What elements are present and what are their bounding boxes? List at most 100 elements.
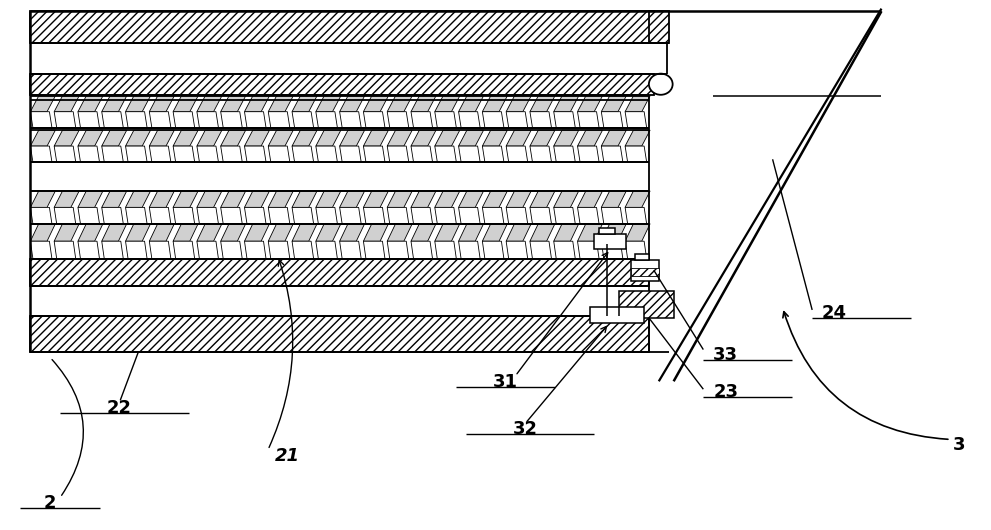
Polygon shape — [316, 130, 341, 146]
Polygon shape — [292, 146, 313, 162]
Polygon shape — [625, 191, 650, 207]
Polygon shape — [435, 130, 460, 146]
Polygon shape — [292, 96, 317, 112]
Polygon shape — [387, 207, 408, 224]
Polygon shape — [78, 224, 103, 241]
Bar — [31, 224, 649, 259]
Polygon shape — [506, 130, 531, 146]
Polygon shape — [150, 224, 174, 241]
Polygon shape — [459, 191, 484, 207]
Polygon shape — [102, 130, 127, 146]
Polygon shape — [411, 224, 436, 241]
Polygon shape — [316, 191, 341, 207]
Polygon shape — [269, 146, 289, 162]
Bar — [31, 286, 649, 316]
Polygon shape — [530, 224, 555, 241]
Polygon shape — [292, 224, 317, 241]
Polygon shape — [126, 224, 151, 241]
Polygon shape — [459, 241, 480, 259]
Polygon shape — [602, 224, 626, 241]
Polygon shape — [269, 130, 293, 146]
Polygon shape — [435, 224, 460, 241]
Polygon shape — [269, 241, 289, 259]
Polygon shape — [364, 191, 388, 207]
Polygon shape — [364, 207, 385, 224]
Polygon shape — [364, 112, 385, 128]
Bar — [31, 74, 654, 95]
Bar — [31, 191, 649, 224]
Polygon shape — [340, 146, 361, 162]
Polygon shape — [245, 224, 270, 241]
Polygon shape — [173, 207, 194, 224]
Polygon shape — [245, 241, 266, 259]
Polygon shape — [340, 112, 361, 128]
Polygon shape — [150, 191, 174, 207]
Polygon shape — [387, 191, 412, 207]
Polygon shape — [364, 146, 385, 162]
Polygon shape — [530, 112, 551, 128]
Polygon shape — [197, 207, 218, 224]
Polygon shape — [530, 146, 551, 162]
Polygon shape — [506, 146, 527, 162]
Polygon shape — [506, 241, 527, 259]
Polygon shape — [78, 130, 103, 146]
Polygon shape — [292, 241, 313, 259]
Polygon shape — [55, 191, 79, 207]
Bar — [31, 130, 649, 162]
Polygon shape — [316, 112, 337, 128]
Polygon shape — [55, 130, 79, 146]
Polygon shape — [554, 241, 575, 259]
Polygon shape — [506, 96, 531, 112]
Polygon shape — [411, 241, 432, 259]
Polygon shape — [173, 191, 198, 207]
Bar — [31, 96, 649, 128]
Bar — [31, 316, 649, 352]
Polygon shape — [221, 207, 242, 224]
Polygon shape — [55, 207, 75, 224]
Polygon shape — [554, 191, 579, 207]
Polygon shape — [316, 96, 341, 112]
Polygon shape — [625, 96, 650, 112]
Polygon shape — [578, 96, 603, 112]
Polygon shape — [55, 241, 75, 259]
Polygon shape — [483, 191, 507, 207]
Polygon shape — [387, 146, 408, 162]
Polygon shape — [602, 241, 622, 259]
Polygon shape — [221, 130, 246, 146]
Polygon shape — [435, 191, 460, 207]
Polygon shape — [197, 224, 222, 241]
Polygon shape — [411, 130, 436, 146]
Polygon shape — [55, 112, 75, 128]
Bar — [590, 307, 644, 323]
Polygon shape — [269, 224, 293, 241]
Polygon shape — [435, 96, 460, 112]
Polygon shape — [102, 191, 127, 207]
Polygon shape — [602, 146, 622, 162]
Polygon shape — [435, 112, 456, 128]
Polygon shape — [411, 207, 432, 224]
Polygon shape — [126, 241, 147, 259]
Polygon shape — [55, 224, 79, 241]
Polygon shape — [530, 191, 555, 207]
Polygon shape — [31, 207, 52, 224]
Polygon shape — [78, 112, 99, 128]
Polygon shape — [150, 207, 170, 224]
Polygon shape — [126, 146, 147, 162]
Polygon shape — [55, 146, 75, 162]
Polygon shape — [197, 112, 218, 128]
Polygon shape — [459, 112, 480, 128]
Polygon shape — [506, 112, 527, 128]
Polygon shape — [459, 146, 480, 162]
Polygon shape — [31, 96, 55, 112]
Polygon shape — [340, 241, 361, 259]
Polygon shape — [483, 241, 503, 259]
Polygon shape — [530, 130, 555, 146]
Polygon shape — [316, 241, 337, 259]
Polygon shape — [554, 130, 579, 146]
Bar — [600, 228, 615, 234]
Polygon shape — [554, 146, 575, 162]
Bar — [31, 43, 654, 74]
Text: 32: 32 — [512, 420, 538, 438]
Polygon shape — [31, 224, 55, 241]
Polygon shape — [292, 112, 313, 128]
